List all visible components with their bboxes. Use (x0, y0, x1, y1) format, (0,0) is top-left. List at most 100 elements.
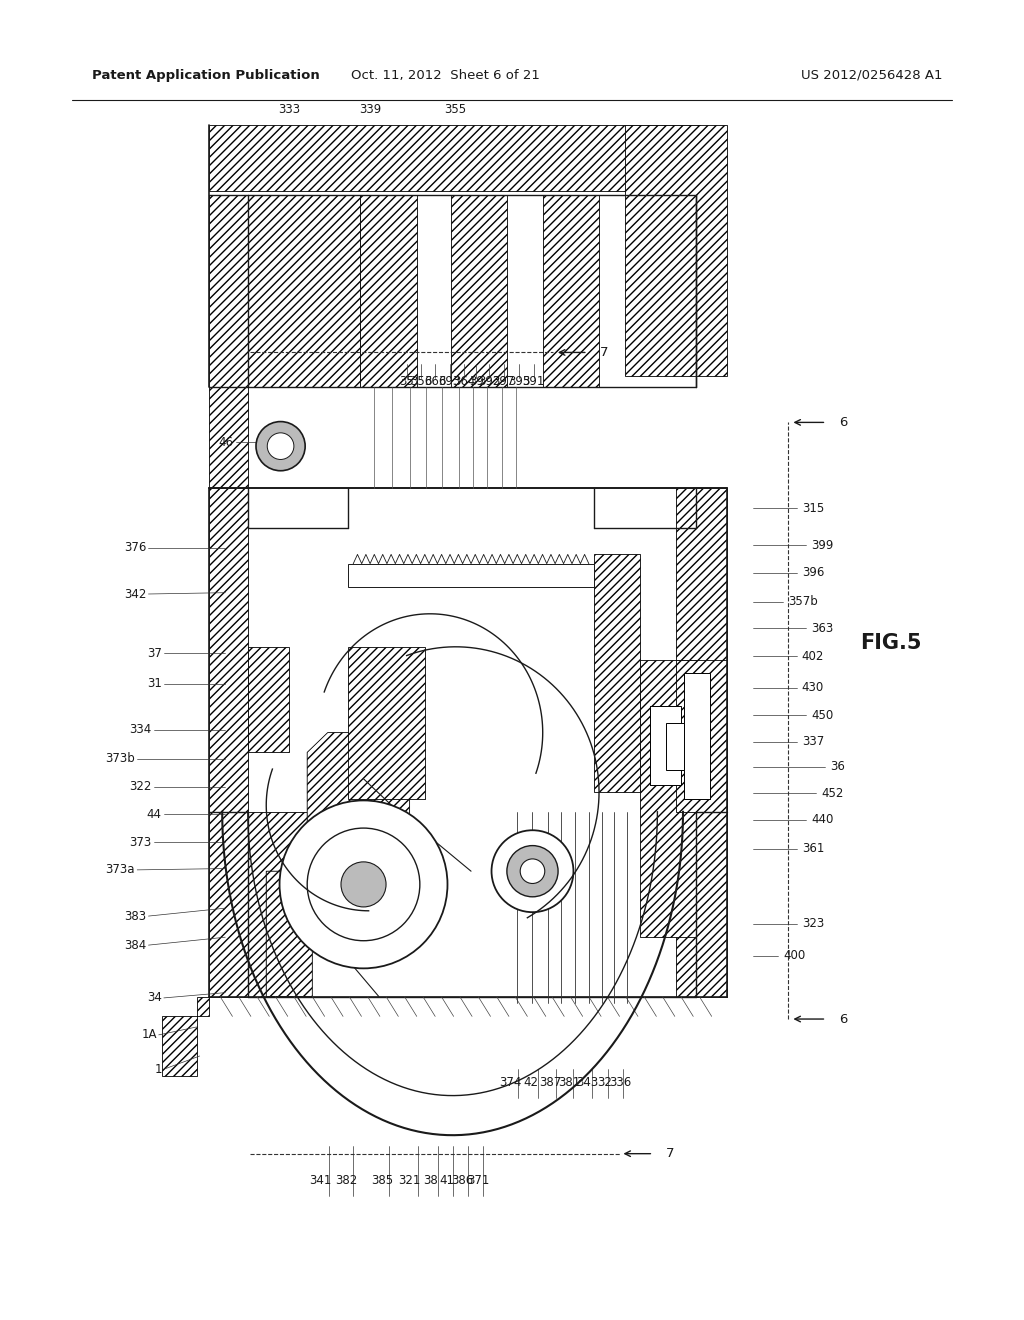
Text: 322: 322 (129, 780, 152, 793)
Bar (209, 195, 248, 488)
Text: 46: 46 (218, 436, 233, 449)
Text: 363: 363 (811, 622, 834, 635)
Circle shape (520, 859, 545, 883)
Bar (625, 125, 727, 376)
Circle shape (341, 862, 386, 907)
Text: 39: 39 (469, 375, 483, 388)
Text: 373b: 373b (105, 752, 135, 766)
Text: 392: 392 (478, 375, 501, 388)
Polygon shape (307, 733, 410, 871)
Text: 356: 356 (410, 375, 432, 388)
Text: 36: 36 (830, 760, 846, 774)
Text: 44: 44 (146, 808, 162, 821)
Text: 364: 364 (453, 375, 475, 388)
Text: 41: 41 (439, 1173, 454, 1187)
Bar (248, 647, 289, 752)
Text: 37: 37 (146, 647, 162, 660)
Text: 337: 337 (802, 735, 824, 748)
Text: 391: 391 (522, 375, 545, 388)
Text: 400: 400 (783, 949, 806, 962)
Bar (640, 660, 696, 937)
Text: 361: 361 (802, 842, 824, 855)
Text: 333: 333 (278, 103, 300, 116)
Text: 376: 376 (124, 541, 146, 554)
Text: 343: 343 (577, 1076, 599, 1089)
Polygon shape (266, 871, 343, 997)
Text: 7: 7 (666, 1147, 674, 1160)
Text: US 2012/0256428 A1: US 2012/0256428 A1 (801, 69, 942, 82)
Text: 450: 450 (811, 709, 834, 722)
Bar (209, 488, 248, 997)
Text: 357b: 357b (788, 595, 818, 609)
Bar (684, 673, 710, 799)
Text: 374: 374 (499, 1076, 521, 1089)
Text: 383: 383 (124, 909, 146, 923)
Text: 336: 336 (609, 1076, 632, 1089)
Text: 373a: 373a (105, 863, 135, 876)
Bar (684, 673, 710, 799)
Text: 402: 402 (802, 649, 824, 663)
Text: 386: 386 (451, 1173, 473, 1187)
Text: 355: 355 (444, 103, 467, 116)
Bar (650, 706, 681, 785)
Circle shape (507, 846, 558, 896)
Bar (676, 488, 727, 997)
Circle shape (256, 421, 305, 471)
Text: 31: 31 (146, 677, 162, 690)
Text: 342: 342 (124, 587, 146, 601)
Text: 323: 323 (802, 917, 824, 931)
Text: Oct. 11, 2012  Sheet 6 of 21: Oct. 11, 2012 Sheet 6 of 21 (351, 69, 540, 82)
Circle shape (267, 433, 294, 459)
Text: 32: 32 (597, 1076, 611, 1089)
Text: 393: 393 (438, 375, 461, 388)
Bar (209, 195, 248, 367)
Text: 7: 7 (600, 346, 608, 359)
Bar (543, 195, 599, 387)
Circle shape (492, 830, 573, 912)
Text: 371: 371 (467, 1173, 489, 1187)
Text: 366: 366 (424, 375, 446, 388)
Bar (666, 723, 684, 770)
Bar (348, 564, 594, 587)
Text: 35: 35 (399, 375, 414, 388)
Text: 397: 397 (493, 375, 515, 388)
Text: 387: 387 (539, 1076, 561, 1089)
Text: 381: 381 (558, 1076, 581, 1089)
Text: 1: 1 (155, 1063, 162, 1076)
Text: 34: 34 (146, 991, 162, 1005)
Circle shape (280, 800, 447, 969)
Polygon shape (162, 997, 209, 1076)
Bar (676, 660, 727, 812)
Text: Patent Application Publication: Patent Application Publication (92, 69, 319, 82)
Text: 385: 385 (371, 1173, 393, 1187)
Text: 384: 384 (124, 939, 146, 952)
Text: 396: 396 (802, 566, 824, 579)
Bar (209, 125, 700, 191)
Text: 430: 430 (802, 681, 824, 694)
Text: 382: 382 (335, 1173, 357, 1187)
Bar (650, 706, 681, 785)
Bar (451, 195, 507, 387)
Text: 399: 399 (811, 539, 834, 552)
Bar (360, 195, 417, 387)
Text: 1A: 1A (141, 1028, 157, 1041)
Text: 440: 440 (811, 813, 834, 826)
Text: 334: 334 (129, 723, 152, 737)
Bar (348, 647, 425, 799)
Text: 6: 6 (839, 416, 847, 429)
Bar (594, 554, 640, 792)
Bar (248, 195, 360, 387)
Text: 339: 339 (359, 103, 382, 116)
Circle shape (307, 828, 420, 941)
Text: 315: 315 (802, 502, 824, 515)
Text: 452: 452 (821, 787, 844, 800)
Text: 321: 321 (398, 1173, 421, 1187)
Text: 6: 6 (839, 1012, 847, 1026)
Text: 38: 38 (423, 1173, 437, 1187)
Text: 373: 373 (129, 836, 152, 849)
Text: 42: 42 (523, 1076, 538, 1089)
Text: 395: 395 (508, 375, 530, 388)
Text: 341: 341 (309, 1173, 332, 1187)
Polygon shape (248, 812, 307, 997)
Text: FIG.5: FIG.5 (860, 632, 922, 653)
